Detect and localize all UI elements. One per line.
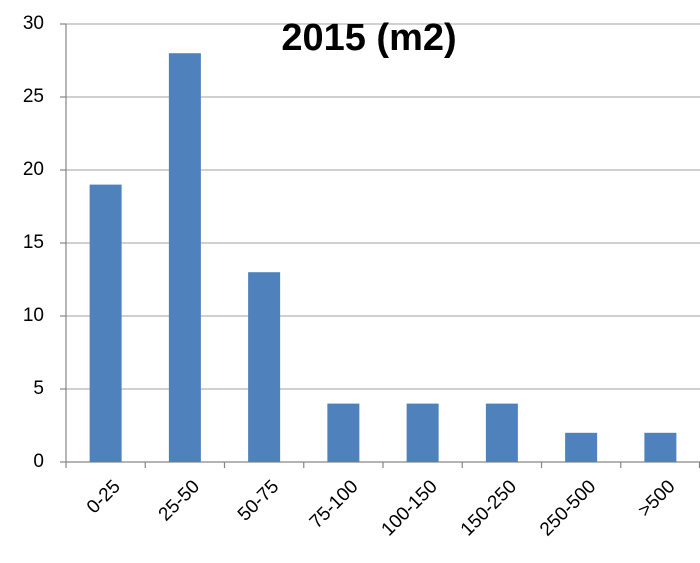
y-tick-label: 25 <box>23 86 44 107</box>
y-tick-label: 20 <box>23 159 44 180</box>
y-tick-label: 30 <box>23 13 44 34</box>
x-tick-label: 150-250 <box>457 476 521 540</box>
bar <box>565 432 598 462</box>
x-tick-label: 0-25 <box>83 476 125 518</box>
x-tick-label: 25-50 <box>155 476 204 525</box>
bar <box>89 184 122 462</box>
x-tick-label: 50-75 <box>234 476 283 525</box>
bar <box>406 403 439 462</box>
bar <box>327 403 360 462</box>
x-tick-label: 75-100 <box>306 476 363 533</box>
x-tick-label: 250-500 <box>536 476 600 540</box>
bar <box>168 53 201 462</box>
bar <box>644 432 677 462</box>
x-tick-label: >500 <box>634 476 679 521</box>
y-tick-label: 10 <box>23 305 44 326</box>
y-tick-label: 15 <box>23 232 44 253</box>
y-tick-label: 5 <box>33 378 44 399</box>
bar <box>248 272 281 462</box>
chart-title: 2015 (m2) <box>281 17 456 59</box>
x-tick-label: 100-150 <box>378 476 442 540</box>
bar <box>485 403 518 462</box>
y-tick-label: 0 <box>33 451 44 472</box>
